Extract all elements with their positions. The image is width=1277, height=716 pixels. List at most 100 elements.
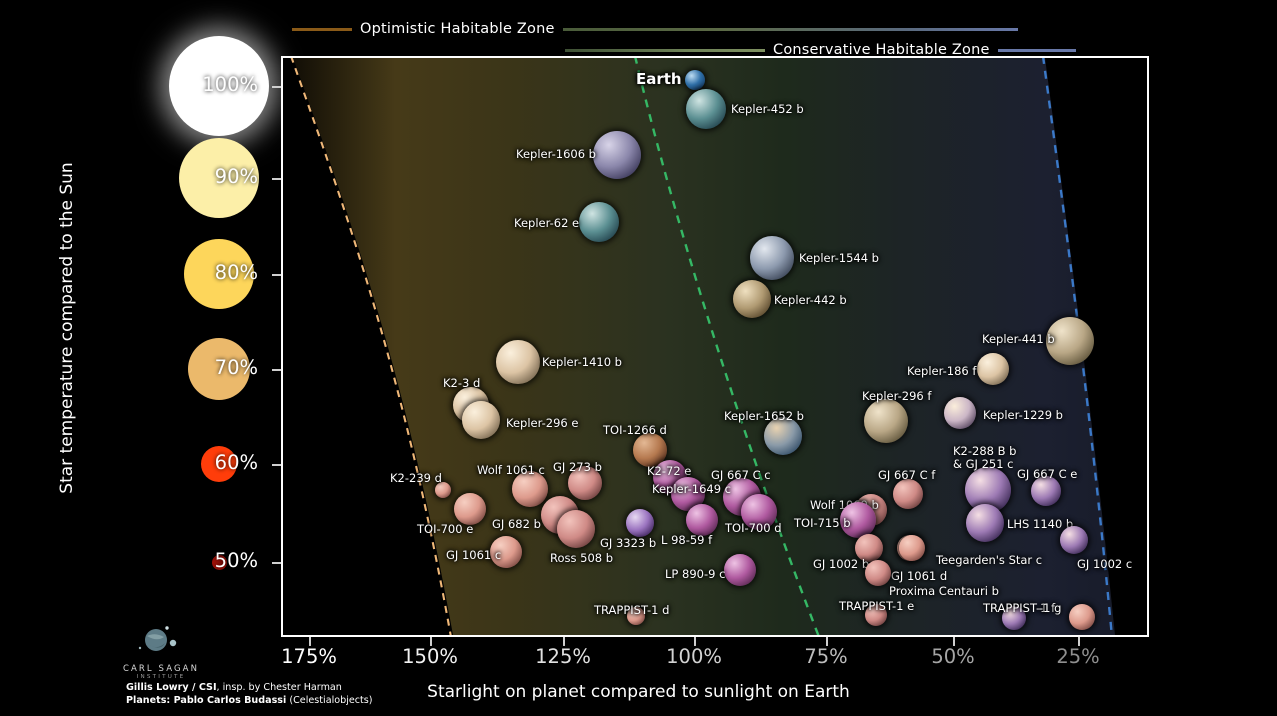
planet-marker (490, 536, 522, 568)
y-tick-label-90: 90% (214, 165, 258, 188)
planet-label: Kepler-442 b (774, 293, 847, 307)
planet-label: GJ 273 b (553, 460, 602, 474)
planet-label: TOI-1266 d (603, 423, 667, 437)
planet-marker (435, 482, 451, 498)
planet-label: Wolf 1061 c (477, 463, 545, 477)
planet-marker (750, 236, 794, 280)
credits-block: Gillis Lowry / CSI, insp. by Chester Har… (126, 682, 373, 708)
planet-logo-icon (138, 626, 177, 651)
planet-label: TOI-700 e (417, 522, 474, 536)
x-tick-mark (309, 637, 311, 646)
y-tick-label-60: 60% (214, 451, 258, 474)
planet-label: GJ 1061 c (446, 548, 502, 562)
planet-label: K2-288 B b & GJ 251 c (953, 444, 1017, 472)
credit-author: Gillis Lowry / CSI (126, 682, 217, 693)
y-tick-mark (272, 86, 282, 88)
y-axis-title: Star temperature compared to the Sun (57, 162, 77, 494)
legend-conservative: Conservative Habitable Zone (565, 42, 1076, 58)
x-axis-title: Starlight on planet compared to sunlight… (427, 682, 850, 702)
star-swatch-70 (188, 338, 250, 400)
planet-marker (1002, 606, 1026, 630)
planet-label: Kepler-452 b (731, 102, 804, 116)
credit-planets-artist: Planets: Pablo Carlos Budassi (126, 694, 287, 706)
planet-label: TOI-715 b (794, 516, 851, 530)
planet-marker (627, 607, 645, 625)
planet-label: TRAPPIST-1 d (594, 603, 670, 617)
planet-marker (977, 353, 1009, 385)
planet-marker (1046, 317, 1094, 365)
y-tick-label-70: 70% (214, 356, 258, 379)
planet-label: K2-3 d (443, 376, 481, 390)
planet-label: L 98-59 f (661, 533, 713, 547)
x-tick-label-175: 175% (281, 645, 337, 668)
planet-marker (512, 471, 548, 507)
credit-line-1: Gillis Lowry / CSI, insp. by Chester Har… (126, 682, 373, 695)
y-tick-mark (272, 369, 282, 371)
planet-label: -1 g (1039, 601, 1062, 615)
carl-sagan-institute-logo: CARL SAGAN INSTITUTE (122, 624, 200, 680)
x-tick-mark (563, 637, 565, 646)
planet-marker (1060, 526, 1088, 554)
y-tick-mark (272, 464, 282, 466)
credit-inspiration: , insp. by Chester Harman (216, 682, 342, 693)
star-swatch-100 (169, 36, 269, 136)
conservative-legend-label: Conservative Habitable Zone (773, 42, 990, 58)
planet-marker (462, 401, 500, 439)
planet-marker (733, 280, 771, 318)
conservative-legend-bar-left (565, 48, 765, 52)
optimistic-legend-bar-left (292, 27, 352, 31)
planet-label: GJ 1002 b (813, 557, 870, 571)
star-swatch-50 (211, 554, 227, 570)
planet-label: Kepler-1544 b (799, 251, 879, 265)
planet-marker (855, 534, 883, 562)
y-tick-mark (272, 178, 282, 180)
planet-marker (840, 502, 876, 538)
credit-line-2: Planets: Pablo Carlos Budassi (Celestial… (126, 695, 373, 708)
planet-label: Kepler-1229 b (983, 408, 1063, 422)
planet-marker (944, 397, 976, 429)
planet-label: Kepler-441 b (982, 332, 1055, 346)
planet-label: Kepler-1606 b (516, 147, 596, 161)
x-tick-label-25: 25% (1056, 645, 1100, 668)
planet-marker (1069, 604, 1095, 630)
x-tick-label-125: 125% (535, 645, 591, 668)
planet-marker (966, 504, 1004, 542)
y-tick-label-100: 100% (202, 73, 258, 96)
planet-label: GJ 682 b (492, 517, 541, 531)
planet-label: Kepler-1649 c (652, 482, 732, 496)
planet-marker (893, 479, 923, 509)
planet-marker (865, 604, 887, 626)
planet-label: TRAPPIST-1 f (983, 601, 1056, 615)
star-swatch-90 (179, 138, 259, 218)
x-tick-mark (953, 637, 955, 646)
planet-marker (685, 70, 705, 90)
planet-marker (579, 202, 619, 242)
x-tick-label-100: 100% (666, 645, 722, 668)
y-tick-label-80: 80% (214, 261, 258, 284)
planet-label: Teegarden's Star c (936, 553, 1043, 567)
planet-label: Kepler-296 e (506, 416, 579, 430)
planet-label: TOI-700 d (725, 521, 782, 535)
planet-label: GJ 667 C c (711, 468, 771, 482)
logo-subtitle: INSTITUTE (136, 674, 186, 680)
star-swatch-80 (184, 239, 254, 309)
planet-label: GJ 3323 b (600, 536, 657, 550)
planet-marker (1031, 476, 1061, 506)
planet-marker (864, 399, 908, 443)
planet-label: Earth (636, 70, 682, 88)
logo-name: CARL SAGAN (122, 664, 200, 674)
x-tick-mark (1078, 637, 1080, 646)
planet-marker (899, 535, 925, 561)
planet-label: K2-72 e (647, 464, 692, 478)
planet-marker (454, 493, 486, 525)
planet-marker (626, 509, 654, 537)
planet-label: TRAPPIST-1 e (839, 599, 915, 613)
y-tick-label-50: 50% (214, 549, 258, 572)
planet-label: Kepler-296 f (862, 389, 932, 403)
planet-label: GJ 1061 d (891, 569, 948, 583)
star-swatch-60 (201, 446, 237, 482)
legend-optimistic: Optimistic Habitable Zone (292, 21, 1018, 37)
planet-label: Proxima Centauri b (889, 584, 999, 598)
planet-label: Kepler-1410 b (542, 355, 622, 369)
